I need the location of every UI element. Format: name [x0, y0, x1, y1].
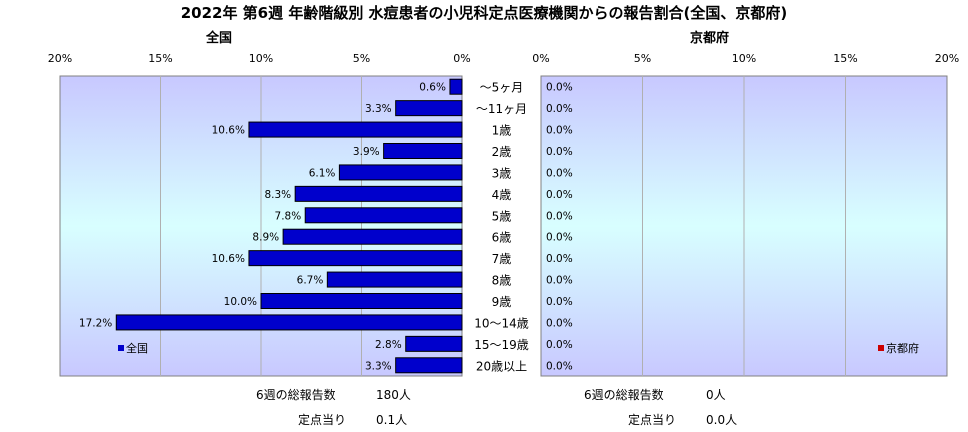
national-bar: [338, 164, 463, 181]
kyoto-per-site-value: 0.0人: [706, 413, 738, 427]
national-bar: [383, 143, 463, 159]
national-data-label: 6.1%: [309, 167, 336, 179]
kyoto-data-label: 0.0%: [546, 189, 573, 201]
age-category-label: 4歳: [492, 188, 512, 202]
national-bar: [449, 78, 463, 95]
kyoto-per-site-label: 定点当り: [628, 413, 677, 427]
kyoto-data-label: 0.0%: [546, 339, 573, 351]
kyoto-legend-swatch: [878, 345, 884, 351]
national-per-site-value: 0.1人: [376, 413, 408, 427]
national-plot: 20% 15% 10% 5% 0% 0.6% 3.3% 10.6% 3.9% 6.1% 8.3% 7.…: [48, 52, 471, 377]
national-data-label: 10.6%: [212, 125, 245, 137]
national-x-tick-label: 20%: [48, 52, 72, 65]
national-data-label: 10.6%: [212, 253, 245, 265]
national-legend-label: 全国: [126, 341, 148, 355]
kyoto-total-value: 0人: [706, 388, 726, 402]
age-category-label: 1歳: [492, 124, 512, 138]
kyoto-data-label: 0.0%: [546, 210, 573, 222]
age-category-label: 3歳: [492, 166, 512, 180]
age-category-label: 2歳: [492, 145, 512, 159]
kyoto-plot: 0% 5% 10% 15% 20% 0.0% 0.0% 0.0% 0.0% 0.0% 0.0% 0.0…: [532, 52, 959, 377]
kyoto-data-label: 0.0%: [546, 82, 573, 94]
national-data-label: 2.8%: [375, 339, 402, 351]
age-category-label: 8歳: [492, 274, 512, 288]
national-data-label: 3.3%: [365, 360, 392, 372]
national-bar: [260, 293, 463, 309]
national-bar: [395, 357, 463, 374]
kyoto-legend-label: 京都府: [886, 341, 919, 355]
national-bar: [405, 335, 463, 352]
national-data-label: 8.9%: [252, 232, 279, 244]
national-bar: [248, 250, 463, 267]
age-category-label: 15～19歳: [474, 338, 529, 352]
kyoto-data-label: 0.0%: [546, 360, 573, 372]
national-total-label: 6週の総報告数: [256, 388, 336, 402]
national-data-label: 6.7%: [297, 275, 324, 287]
national-panel-title: 全国: [206, 31, 233, 46]
national-bar: [304, 207, 463, 224]
national-data-label: 17.2%: [79, 317, 112, 329]
kyoto-x-tick-label: 10%: [732, 52, 756, 65]
national-x-tick-label: 15%: [148, 52, 172, 65]
chart-title: 2022年 第6週 年齢階級別 水痘患者の小児科定点医療機関からの報告割合(全国…: [180, 4, 788, 22]
national-bar: [115, 314, 463, 331]
national-per-site-label: 定点当り: [298, 413, 347, 427]
age-category-label: ～11ヶ月: [476, 102, 527, 116]
kyoto-x-tick-label: 15%: [833, 52, 857, 65]
national-data-label: 8.3%: [264, 189, 291, 201]
kyoto-data-label: 0.0%: [546, 253, 573, 265]
age-category-label: 7歳: [492, 252, 512, 266]
kyoto-data-label: 0.0%: [546, 125, 573, 137]
age-category-label: ～5ヶ月: [480, 81, 524, 95]
national-data-label: 3.3%: [365, 103, 392, 115]
national-bar: [326, 271, 463, 288]
kyoto-x-tick-label: 0%: [532, 52, 549, 65]
national-total-value: 180人: [376, 388, 411, 402]
national-x-tick-label: 10%: [249, 52, 273, 65]
kyoto-data-label: 0.0%: [546, 296, 573, 308]
national-data-label: 7.8%: [275, 210, 302, 222]
kyoto-data-label: 0.0%: [546, 275, 573, 287]
national-bar: [282, 228, 463, 245]
kyoto-data-label: 0.0%: [546, 146, 573, 158]
national-data-label: 0.6%: [419, 82, 446, 94]
national-x-tick-label: 0%: [453, 52, 470, 65]
kyoto-data-label: 0.0%: [546, 317, 573, 329]
national-bar: [294, 185, 463, 202]
age-category-label: 6歳: [492, 231, 512, 245]
national-data-label: 10.0%: [224, 296, 257, 308]
age-category-label: 5歳: [492, 209, 512, 223]
national-bar: [395, 100, 463, 117]
age-category-label: 9歳: [492, 295, 512, 309]
kyoto-data-label: 0.0%: [546, 103, 573, 115]
national-x-tick-label: 5%: [353, 52, 370, 65]
kyoto-total-label: 6週の総報告数: [584, 388, 664, 402]
kyoto-data-label: 0.0%: [546, 232, 573, 244]
kyoto-data-label: 0.0%: [546, 167, 573, 179]
national-legend-swatch: [118, 345, 124, 351]
age-category-labels: ～5ヶ月 ～11ヶ月 1歳 2歳 3歳 4歳 5歳 6歳 7歳 8歳 9歳 10～14歳 15～19歳 2…: [474, 81, 529, 374]
national-bar: [248, 121, 463, 138]
age-category-label: 10～14歳: [474, 316, 529, 330]
kyoto-x-tick-label: 5%: [634, 52, 651, 65]
national-data-label: 3.9%: [353, 146, 380, 158]
kyoto-panel-title: 京都府: [690, 31, 730, 46]
age-category-label: 20歳以上: [476, 359, 527, 373]
kyoto-x-tick-label: 20%: [935, 52, 959, 65]
